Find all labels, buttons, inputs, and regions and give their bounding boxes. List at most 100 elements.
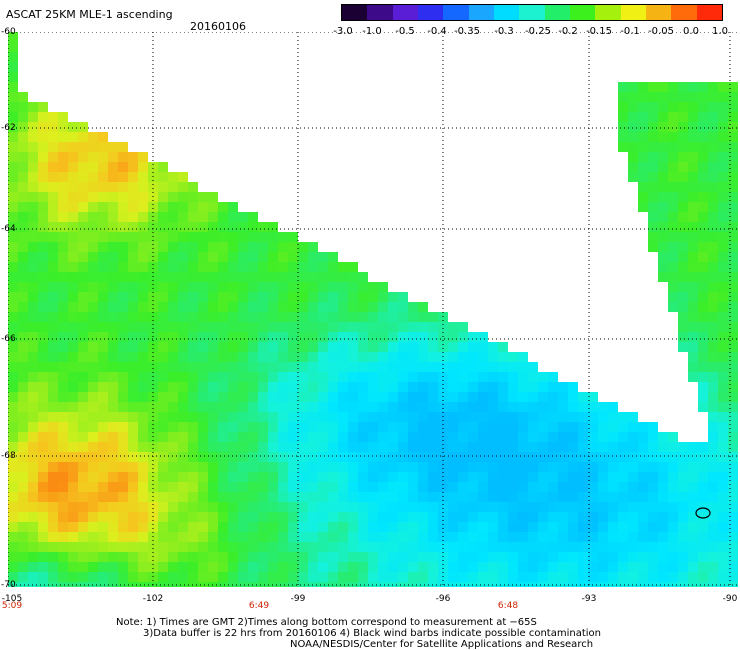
wind-cell <box>628 552 638 562</box>
wind-cell <box>168 542 178 552</box>
wind-cell <box>78 522 88 532</box>
wind-cell <box>598 482 608 492</box>
wind-cell <box>188 312 198 322</box>
wind-cell <box>78 392 88 402</box>
wind-cell <box>558 522 568 532</box>
wind-cell <box>48 212 58 222</box>
wind-cell <box>598 462 608 472</box>
wind-cell <box>328 362 338 372</box>
wind-cell <box>98 322 108 332</box>
wind-cell <box>198 432 208 442</box>
wind-cell <box>518 372 528 382</box>
wind-cell <box>428 512 438 522</box>
wind-cell <box>728 92 738 102</box>
colorbar-segment <box>696 5 722 20</box>
wind-cell <box>528 452 538 462</box>
wind-cell <box>258 272 268 282</box>
wind-cell <box>378 432 388 442</box>
wind-cell <box>718 232 728 242</box>
wind-cell <box>68 552 78 562</box>
wind-cell <box>518 522 528 532</box>
colorbar-label: -3.0 <box>333 26 353 37</box>
wind-cell <box>718 492 728 502</box>
wind-cell <box>728 132 738 142</box>
wind-cell <box>158 392 168 402</box>
wind-cell <box>88 372 98 382</box>
wind-cell <box>418 402 428 412</box>
wind-cell <box>68 322 78 332</box>
wind-cell <box>148 262 158 272</box>
wind-cell <box>258 262 268 272</box>
wind-cell <box>148 502 158 512</box>
wind-cell <box>408 312 418 322</box>
wind-cell <box>168 292 178 302</box>
wind-cell <box>288 502 298 512</box>
wind-cell <box>38 522 48 532</box>
wind-cell <box>178 342 188 352</box>
wind-cell <box>348 302 358 312</box>
wind-cell <box>28 212 38 222</box>
wind-cell <box>128 322 138 332</box>
wind-cell <box>658 522 668 532</box>
wind-cell <box>698 222 708 232</box>
wind-cell <box>638 522 648 532</box>
wind-cell <box>508 572 518 582</box>
wind-cell <box>328 452 338 462</box>
wind-cell <box>178 312 188 322</box>
wind-cell <box>388 522 398 532</box>
wind-cell <box>488 352 498 362</box>
wind-cell <box>18 502 28 512</box>
wind-cell <box>28 102 38 112</box>
wind-cell <box>678 142 688 152</box>
wind-cell <box>228 432 238 442</box>
wind-cell <box>718 562 728 572</box>
wind-cell <box>258 542 268 552</box>
wind-cell <box>188 182 198 192</box>
wind-cell <box>518 442 528 452</box>
time-label: 6:48 <box>497 601 519 611</box>
wind-cell <box>18 432 28 442</box>
wind-cell <box>268 512 278 522</box>
wind-cell <box>258 502 268 512</box>
wind-cell <box>448 432 458 442</box>
wind-cell <box>118 242 128 252</box>
wind-cell <box>188 422 198 432</box>
wind-cell <box>328 342 338 352</box>
wind-cell <box>148 322 158 332</box>
wind-cell <box>678 192 688 202</box>
wind-cell <box>678 122 688 132</box>
wind-cell <box>568 462 578 472</box>
wind-cell <box>598 582 608 587</box>
wind-cell <box>228 452 238 462</box>
wind-cell <box>158 172 168 182</box>
wind-cell <box>58 252 68 262</box>
wind-cell <box>338 272 348 282</box>
wind-cell <box>248 232 258 242</box>
wind-cell <box>388 562 398 572</box>
wind-cell <box>68 572 78 582</box>
wind-cell <box>318 412 328 422</box>
wind-cell <box>228 412 238 422</box>
wind-cell <box>448 552 458 562</box>
wind-cell <box>128 372 138 382</box>
wind-cell <box>658 242 668 252</box>
colorbar-label: -0.35 <box>454 26 480 37</box>
wind-cell <box>378 452 388 462</box>
wind-cell <box>508 562 518 572</box>
wind-cell <box>38 372 48 382</box>
wind-cell <box>428 382 438 392</box>
wind-cell <box>248 392 258 402</box>
wind-cell <box>578 502 588 512</box>
wind-cell <box>138 362 148 372</box>
wind-cell <box>578 492 588 502</box>
wind-cell <box>148 242 158 252</box>
wind-cell <box>518 382 528 392</box>
wind-cell <box>28 322 38 332</box>
wind-cell <box>368 572 378 582</box>
wind-cell <box>728 192 738 202</box>
wind-cell <box>318 372 328 382</box>
wind-cell <box>148 462 158 472</box>
wind-cell <box>368 282 378 292</box>
wind-cell <box>448 472 458 482</box>
wind-cell <box>58 222 68 232</box>
